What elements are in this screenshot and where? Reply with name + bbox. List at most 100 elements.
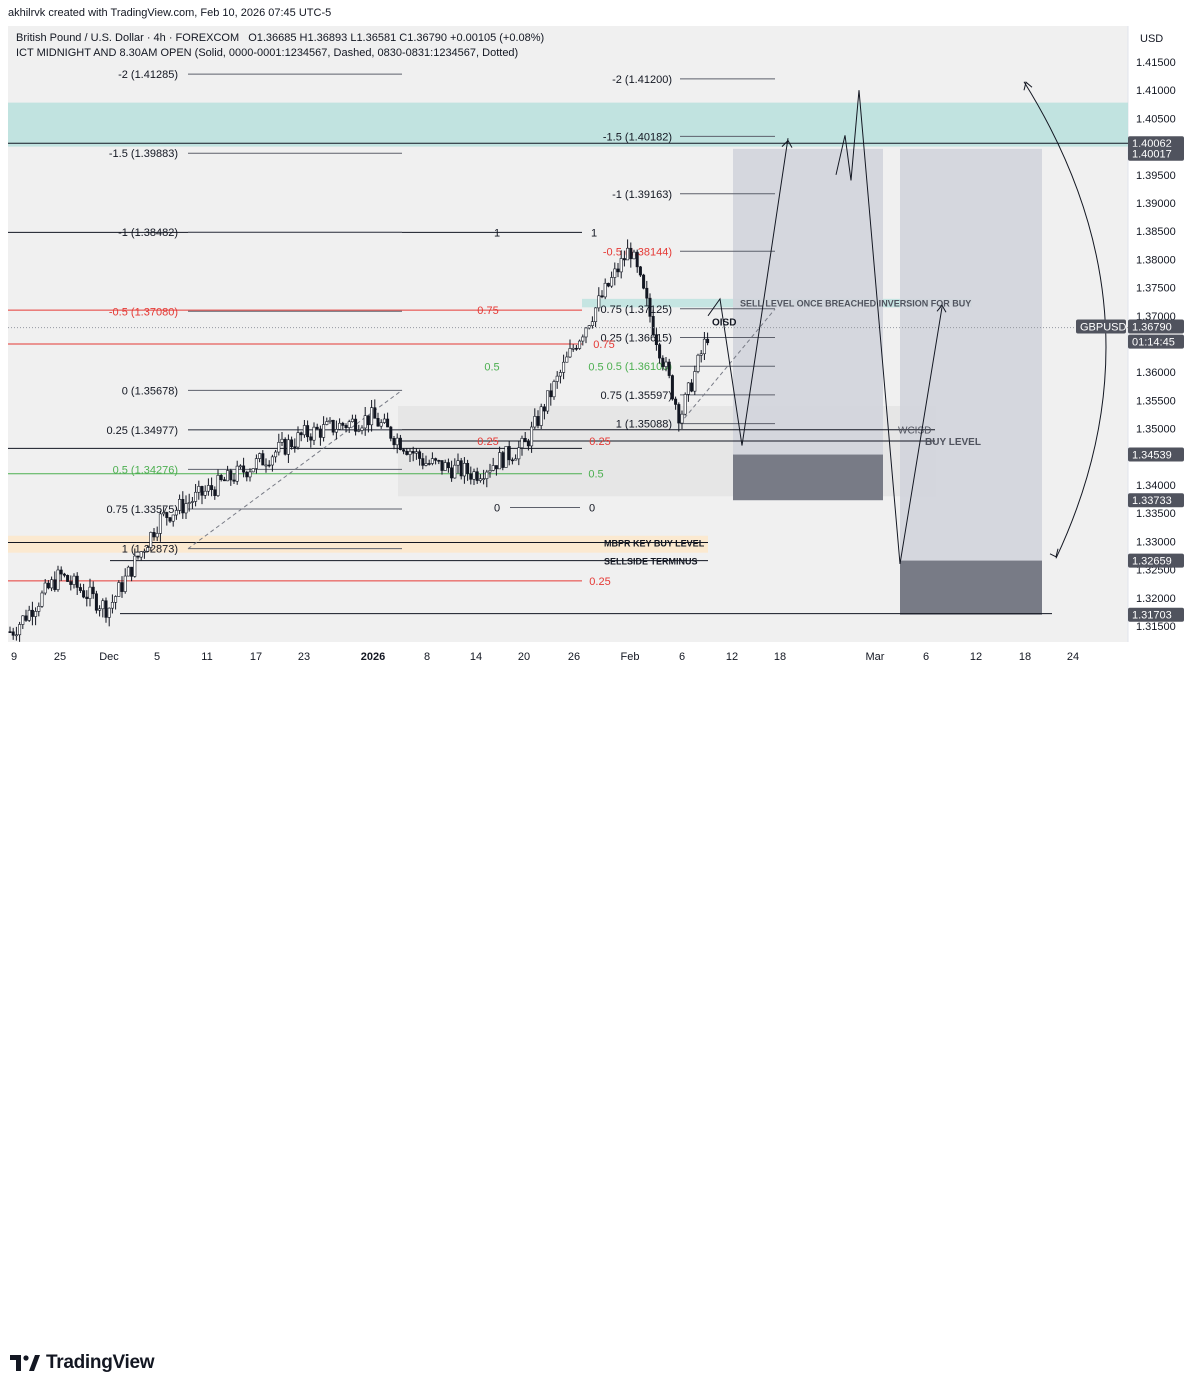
price-marker-3: 1.36790 [1132, 322, 1172, 334]
candle-body [72, 575, 76, 585]
candle-body [187, 502, 191, 504]
arrowhead-3 [1023, 81, 1033, 91]
price-tick-6: 1.38000 [1136, 254, 1176, 266]
candle-body [242, 465, 246, 473]
price-marker-8: 1.31703 [1132, 610, 1172, 622]
candle-body [344, 425, 348, 428]
time-tick-2: Dec [99, 651, 119, 663]
candle-body [229, 470, 233, 481]
candle-body [347, 421, 351, 428]
price-marker-6: 1.33733 [1132, 495, 1172, 507]
candle-body [24, 615, 28, 621]
candle-body [104, 600, 108, 618]
swing-dash-1 [187, 389, 403, 550]
candle-body [235, 465, 239, 482]
candle-body [664, 361, 668, 367]
candle-body [632, 251, 636, 260]
candle-body [88, 586, 92, 599]
candle-body [37, 605, 41, 612]
candle-body [309, 436, 313, 441]
candle-body [315, 426, 319, 430]
wcisd-label: WCISD [898, 426, 931, 437]
symbol-title[interactable]: British Pound / U.S. Dollar · 4h · FOREX… [16, 32, 240, 44]
time-tick-10: 20 [518, 651, 530, 663]
candle-body [622, 258, 626, 261]
candle-body [555, 375, 559, 382]
candle-body [66, 575, 70, 582]
time-tick-0: 9 [11, 651, 17, 663]
candle-body [373, 407, 377, 419]
candle-body [194, 491, 198, 502]
candle-body [558, 372, 562, 377]
candle-body [382, 418, 386, 423]
price-marker-bg-2 [1076, 319, 1126, 334]
price-marker-7: 1.32659 [1132, 556, 1172, 568]
candle-body [581, 336, 585, 342]
candle-body [398, 437, 402, 450]
candle-body [142, 550, 146, 553]
candle-body [642, 274, 646, 289]
candle-body [389, 426, 393, 439]
candle-body [645, 287, 649, 299]
candle-body [238, 465, 242, 468]
price-marker-4: 01:14:45 [1132, 337, 1175, 349]
candle-body [322, 424, 326, 438]
candle-body [453, 464, 457, 479]
candle-body [363, 415, 367, 429]
price-marker-bg-4 [1128, 334, 1184, 349]
candle-body [245, 471, 249, 478]
price-marker-bg-3 [1128, 319, 1184, 334]
time-tick-6: 23 [298, 651, 310, 663]
candle-body [520, 438, 524, 449]
candle-body [293, 446, 297, 448]
candle-body [94, 593, 98, 611]
stop-box-2 [900, 560, 1042, 615]
buy-level-label: BUY LEVEL [925, 437, 981, 448]
time-tick-11: 26 [568, 651, 580, 663]
candle-body [254, 458, 258, 469]
candle-body [568, 348, 572, 358]
candle-body [114, 596, 118, 603]
price-marker-bg-6 [1128, 493, 1184, 508]
range-arc [1023, 81, 1107, 559]
fib-level-label-10: 0 [494, 503, 500, 515]
candle-body [386, 418, 390, 428]
price-marker-2: GBPUSD [1080, 322, 1127, 334]
candle-body [190, 501, 194, 503]
candle-body [75, 575, 79, 588]
candle-body [283, 438, 287, 455]
time-tick-13: 6 [679, 651, 685, 663]
candle-body [517, 447, 521, 460]
candle-body [50, 579, 54, 589]
candle-body [222, 479, 226, 482]
price-tick-4: 1.39000 [1136, 198, 1176, 210]
candle-body [280, 438, 284, 443]
price-tick-16: 1.32000 [1136, 593, 1176, 605]
indicator-legend[interactable]: ICT MIDNIGHT AND 8.30AM OPEN (Solid, 000… [16, 47, 519, 59]
swing-dash-2 [679, 308, 776, 424]
candle-body [462, 463, 466, 477]
tradingview-logo[interactable]: TradingView [10, 1352, 155, 1374]
candle-body [405, 450, 409, 455]
chart-canvas[interactable]: -2 (1.41285) -1.5 (1.39883) -1 (1.38482) -0… [0, 0, 1200, 668]
candle-body [478, 478, 482, 481]
candle-body [59, 569, 63, 575]
candle-body [696, 354, 700, 372]
time-tick-14: 12 [726, 651, 738, 663]
candle-body [178, 499, 182, 511]
candle-body [197, 486, 201, 493]
candle-body [619, 258, 623, 273]
price-tick-7: 1.37500 [1136, 283, 1176, 295]
candle-body [85, 596, 89, 599]
candle-body [149, 532, 153, 548]
projection-path-2 [835, 90, 943, 565]
fib-level-label-4: 0.5 [484, 362, 499, 374]
candle-body [440, 460, 444, 471]
candle-body [590, 321, 594, 326]
candle-body [626, 247, 630, 261]
fib-level-label-3: 0.75 [593, 339, 614, 351]
candle-body [494, 465, 498, 470]
candle-body [46, 582, 50, 589]
candle-body [690, 382, 694, 392]
candle-body [562, 361, 566, 373]
